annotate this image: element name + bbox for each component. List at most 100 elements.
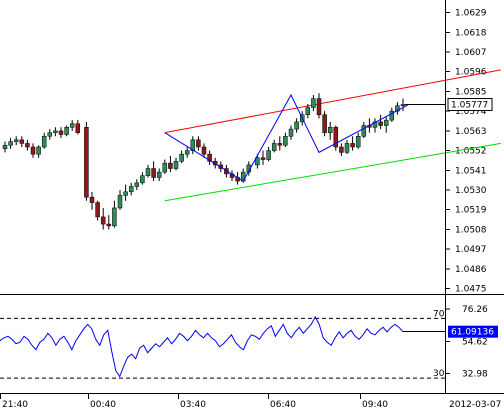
- candle-body: [294, 121, 299, 130]
- candle-body: [30, 146, 36, 155]
- candle-body: [288, 128, 294, 137]
- candle-body: [75, 123, 81, 133]
- price-tick-label: 1.0585: [455, 87, 487, 97]
- price-tick-label: 1.0618: [455, 28, 487, 38]
- oscillator-current-marker: 61.09136: [403, 325, 498, 338]
- time-tick-label: 21:40: [2, 400, 28, 410]
- candle-body: [344, 143, 350, 153]
- current-price-label: 1.05777: [451, 101, 488, 111]
- candle-body: [8, 141, 13, 146]
- price-tick-label: 1.0530: [455, 186, 487, 196]
- candle-body: [173, 161, 179, 169]
- price-tick-label: 1.0497: [455, 245, 487, 255]
- candle-body: [283, 135, 288, 146]
- candle-body: [201, 146, 207, 155]
- candle-body: [140, 175, 145, 184]
- candle-body: [89, 196, 95, 203]
- candle-body: [350, 143, 355, 148]
- price-tick-label: 1.0541: [455, 166, 487, 176]
- candle-body: [36, 146, 41, 155]
- price-tick-label: 1.0563: [455, 127, 487, 137]
- candle-body: [271, 143, 277, 151]
- candle-body: [112, 207, 117, 227]
- time-tick-label: 00:40: [90, 400, 116, 410]
- candle-body: [41, 135, 47, 148]
- zigzag-polyline: [164, 93, 409, 182]
- candle-body: [123, 191, 128, 196]
- candle-body: [255, 157, 260, 166]
- candle-body: [179, 153, 184, 162]
- oscillator-tick-label: 32.98: [462, 370, 488, 380]
- price-tick-label: 1.0552: [455, 147, 487, 157]
- price-tick-label: 1.0508: [455, 225, 487, 235]
- candle-body: [162, 162, 168, 173]
- oscillator-line: [0, 315, 404, 378]
- candle-body: [400, 104, 406, 107]
- candle-body: [145, 168, 151, 176]
- current-price-box: [447, 98, 493, 112]
- time-tick-label: 03:40: [180, 400, 206, 410]
- candle-body: [327, 127, 333, 133]
- candle-body: [260, 157, 266, 160]
- price-y-axis: 1.06291.06181.06071.05961.05851.05741.05…: [445, 9, 487, 295]
- candle-body: [19, 139, 25, 144]
- candle-body: [168, 162, 173, 169]
- oscillator-y-axis: 76.26 54.62 32.98: [445, 305, 488, 380]
- candle-body: [58, 130, 64, 135]
- oscillator-current-box: [448, 325, 498, 338]
- candle-body: [389, 110, 395, 121]
- candle-body: [322, 114, 327, 133]
- candle-body: [316, 98, 322, 115]
- candle-body: [196, 139, 201, 148]
- candle-body: [277, 143, 283, 146]
- price-tick-label: 1.0519: [455, 206, 487, 216]
- candle-body: [53, 130, 58, 133]
- candle-body: [378, 121, 383, 126]
- candle-body: [156, 171, 162, 178]
- oscillator-tick-label: 76.26: [462, 305, 488, 315]
- candle-body: [100, 216, 106, 225]
- candle-body: [305, 107, 311, 115]
- candle-body: [47, 132, 53, 137]
- candle-body: [246, 164, 252, 173]
- candle-body: [117, 195, 123, 209]
- time-axis: 21:40 00:40 03:40 06:40 09:40: [0, 394, 388, 410]
- candle-body: [212, 161, 218, 166]
- price-tick-label: 1.0475: [455, 285, 487, 295]
- price-channel: [164, 69, 501, 202]
- candle-body: [25, 143, 30, 148]
- candlestick-series: [2, 93, 406, 230]
- price-tick-label: 1.0574: [455, 107, 487, 117]
- price-panel: 1.06291.06181.06071.05961.05851.05741.05…: [2, 9, 501, 295]
- candle-body: [95, 202, 100, 218]
- candle-body: [311, 98, 316, 108]
- candle-body: [333, 127, 339, 148]
- candle-body: [64, 127, 69, 135]
- time-tick-label: 09:40: [362, 400, 388, 410]
- candle-body: [84, 127, 89, 198]
- candle-body: [207, 153, 212, 162]
- current-price-marker: 1.05777: [405, 98, 493, 112]
- candle-body: [128, 186, 134, 193]
- candle-body: [361, 125, 367, 137]
- candle-body: [134, 182, 140, 187]
- zigzag-line: [164, 93, 409, 182]
- candle-body: [339, 146, 344, 153]
- price-tick-label: 1.0629: [455, 9, 487, 19]
- candle-body: [2, 144, 8, 150]
- oscillator-levels: 70 30: [0, 309, 445, 379]
- candle-body: [106, 223, 112, 227]
- date-label: 2012-03-07: [449, 400, 501, 410]
- candle-body: [151, 168, 156, 178]
- candle-body: [395, 105, 400, 112]
- channel-lower-line: [164, 142, 501, 202]
- oscillator-tick-label: 54.62: [462, 337, 488, 347]
- candle-body: [69, 123, 75, 128]
- price-tick-label: 1.0607: [455, 48, 487, 58]
- oscillator-level-label: 70: [433, 309, 445, 319]
- price-tick-label: 1.0486: [455, 265, 487, 275]
- oscillator-current-label: 61.09136: [451, 328, 494, 338]
- candle-body: [190, 139, 196, 151]
- oscillator-panel: 76.26 54.62 32.98 70 30 61.09136: [0, 305, 498, 380]
